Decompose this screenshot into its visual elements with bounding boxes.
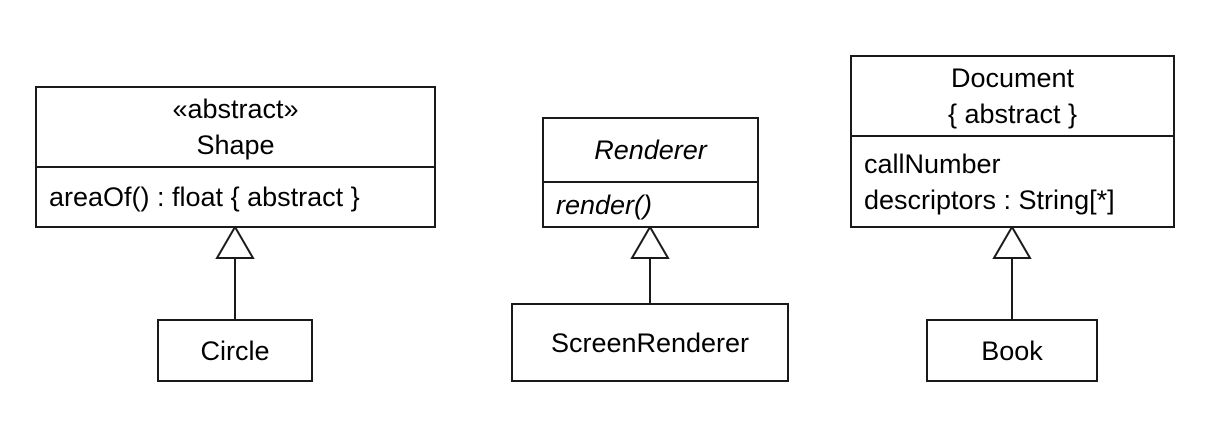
class-shape: «abstract» Shape areaOf() : float { abst…	[35, 86, 436, 228]
class-book: Book	[926, 319, 1098, 382]
class-document-attributes-compartment: callNumber descriptors : String[*]	[852, 135, 1173, 226]
class-circle-name: Circle	[200, 335, 270, 366]
class-renderer-name: Renderer	[594, 135, 707, 165]
class-shape-operation: areaOf() : float { abstract }	[49, 182, 360, 212]
class-book-name: Book	[981, 335, 1043, 366]
class-screen-renderer-name: ScreenRenderer	[550, 327, 750, 358]
class-screen-renderer: ScreenRenderer	[511, 303, 789, 382]
class-shape-name: Shape	[196, 130, 275, 160]
class-circle: Circle	[157, 319, 313, 382]
generalization-arrowhead	[992, 225, 1032, 259]
generalization-book-to-document	[992, 225, 1032, 320]
class-document-attribute: callNumber	[864, 148, 1001, 179]
class-renderer-operation: render()	[556, 189, 653, 220]
generalization-arrowhead	[630, 225, 670, 259]
class-shape-name-compartment: «abstract» Shape	[37, 88, 434, 166]
class-document: Document { abstract } callNumber descrip…	[850, 55, 1175, 228]
class-renderer-operations-compartment: render()	[544, 181, 757, 226]
class-document-name: Document	[950, 63, 1075, 93]
class-shape-operations-compartment: areaOf() : float { abstract }	[37, 166, 434, 226]
class-renderer: Renderer render()	[542, 117, 759, 228]
class-document-attribute: descriptors : String[*]	[864, 184, 1115, 215]
class-renderer-name-compartment: Renderer	[544, 119, 757, 181]
class-document-name-compartment: Document { abstract }	[852, 57, 1173, 135]
generalization-arrowhead	[215, 225, 255, 259]
class-shape-stereotype: «abstract»	[172, 94, 299, 124]
class-document-constraint: { abstract }	[947, 99, 1078, 129]
generalization-circle-to-shape	[215, 225, 255, 320]
generalization-screenrenderer-to-renderer	[630, 225, 670, 304]
